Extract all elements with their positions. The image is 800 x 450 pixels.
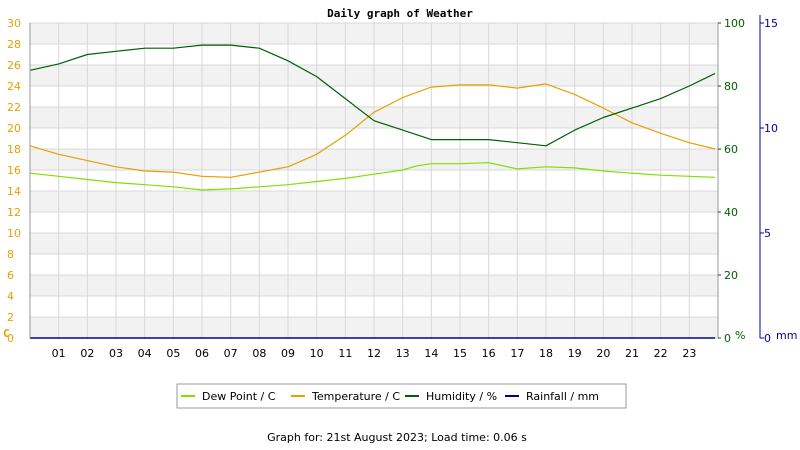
legend-label: Temperature / C [311,390,400,403]
x-tick-label: 06 [195,347,209,360]
x-tick-label: 12 [367,347,381,360]
x-tick-label: 14 [424,347,438,360]
legend-label: Humidity / % [426,390,497,403]
left-tick-label: 2 [7,311,14,324]
rainfall-axis: 0 5 10 15 [759,15,778,345]
x-tick-label: 13 [396,347,410,360]
x-tick-label: 19 [568,347,582,360]
left-tick-label: 6 [7,269,14,282]
rainfall-tick-label: 10 [764,122,778,135]
left-tick-label: 20 [7,122,21,135]
series-line-dew [29,162,716,191]
humidity-tick-label: 0 [724,332,731,345]
x-tick-label: 11 [338,347,352,360]
left-tick-label: 16 [7,164,21,177]
left-tick-label: 18 [7,143,21,156]
series-line-temperature [29,83,716,178]
rainfall-tick-label: 15 [764,17,778,30]
left-tick-label: 8 [7,248,14,261]
x-tick-label: 23 [682,347,696,360]
x-tick-label: 21 [625,347,639,360]
rainfall-axis-unit: mm [776,329,797,342]
x-tick-label: 18 [539,347,553,360]
series-layer [29,44,716,339]
left-tick-label: 26 [7,59,21,72]
humidity-tick-label: 60 [724,143,738,156]
x-tick-label: 01 [52,347,66,360]
humidity-tick-label: 40 [724,206,738,219]
humidity-tick-label: 100 [724,17,745,30]
footer-text: Graph for: 21st August 2023; Load time: … [267,431,527,444]
x-tick-label: 03 [109,347,123,360]
left-tick-label: 14 [7,185,21,198]
humidity-tick-label: 80 [724,80,738,93]
x-tick-label: 17 [510,347,524,360]
legend: Dew Point / C Temperature / C Humidity / %… [176,383,627,409]
rainfall-tick-label: 5 [764,227,771,240]
left-tick-label: 24 [7,80,21,93]
x-tick-label: 16 [482,347,496,360]
x-tick-label: 22 [654,347,668,360]
legend-label: Rainfall / mm [526,390,599,403]
left-tick-label: 30 [7,17,21,30]
left-axis-unit: C [3,327,10,340]
grid-lines [30,22,718,339]
left-tick-label: 22 [7,101,21,114]
x-tick-label: 20 [596,347,610,360]
left-tick-label: 10 [7,227,21,240]
x-tick-label: 02 [80,347,94,360]
humidity-axis: 0 20 40 60 80 100 [717,17,745,345]
legend-box [176,383,627,409]
chart-title: Daily graph of Weather [327,7,473,20]
x-tick-label: 08 [252,347,266,360]
x-tick-label: 15 [453,347,467,360]
left-tick-label: 4 [7,290,14,303]
x-tick-label: 09 [281,347,295,360]
left-tick-label: 28 [7,38,21,51]
x-tick-label: 10 [310,347,324,360]
rainfall-tick-label: 0 [764,332,771,345]
series-line-humidity [29,44,716,147]
legend-label: Dew Point / C [202,390,276,403]
humidity-tick-label: 20 [724,269,738,282]
x-tick-label: 04 [138,347,152,360]
x-axis: 01 02 03 04 05 06 07 08 09 10 11 12 13 14 15 16 17 18 19 20… [52,347,697,360]
humidity-axis-unit: % [735,329,745,342]
left-tick-label: 12 [7,206,21,219]
x-tick-label: 05 [166,347,180,360]
left-tick-label: 0 [7,332,14,345]
x-tick-label: 07 [224,347,238,360]
